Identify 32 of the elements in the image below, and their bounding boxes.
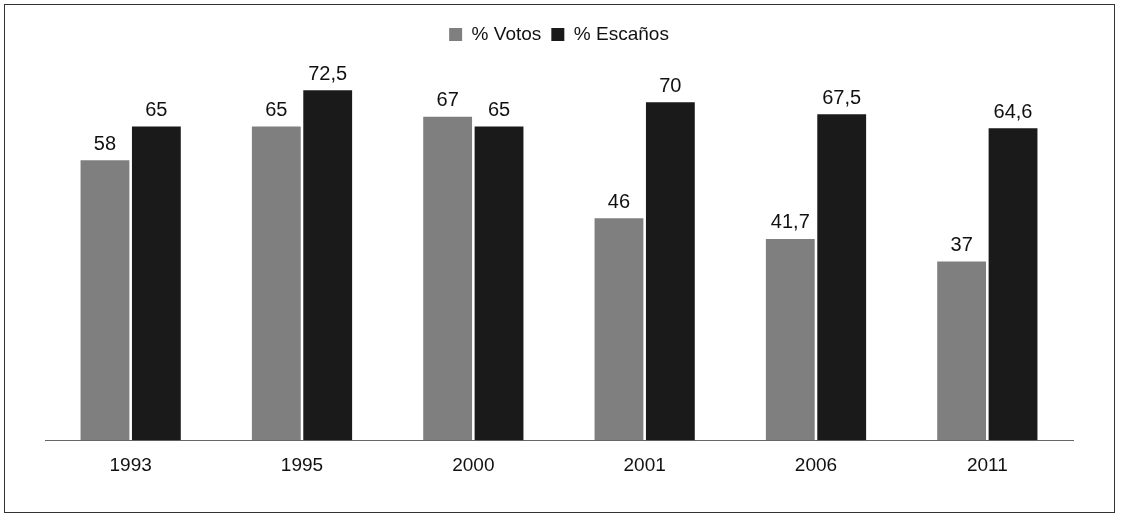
x-tick-label: 2006 <box>794 453 838 475</box>
data-label: 64,6 <box>993 99 1033 122</box>
bar <box>988 128 1038 441</box>
data-label: 70 <box>659 73 682 96</box>
bar <box>80 160 130 441</box>
x-tick-label: 2001 <box>623 453 666 475</box>
bar <box>817 114 867 441</box>
bar <box>303 90 353 441</box>
bar <box>937 261 987 441</box>
data-label: 46 <box>607 189 631 212</box>
x-tick-label: 2000 <box>452 453 495 475</box>
data-label: 41,7 <box>770 210 810 233</box>
data-label: 65 <box>487 97 511 120</box>
bar <box>765 238 815 441</box>
x-tick-label: 1995 <box>280 453 324 475</box>
data-label: 37 <box>950 233 973 256</box>
bar <box>594 218 644 441</box>
bar <box>251 126 301 441</box>
x-tick-label: 1993 <box>109 453 152 475</box>
data-label: 67,5 <box>822 85 862 108</box>
x-tick-label: 2011 <box>966 453 1008 475</box>
data-label: 65 <box>145 97 168 120</box>
bar <box>645 102 695 441</box>
data-label: 65 <box>265 97 288 120</box>
data-label: 67 <box>436 88 459 111</box>
legend-label: % Votos <box>471 22 542 44</box>
bar <box>423 116 473 441</box>
bar <box>474 126 524 441</box>
data-label: 58 <box>93 131 117 154</box>
bar <box>131 126 181 441</box>
legend-label: % Escaños <box>573 22 669 44</box>
data-label: 72,5 <box>308 61 348 84</box>
